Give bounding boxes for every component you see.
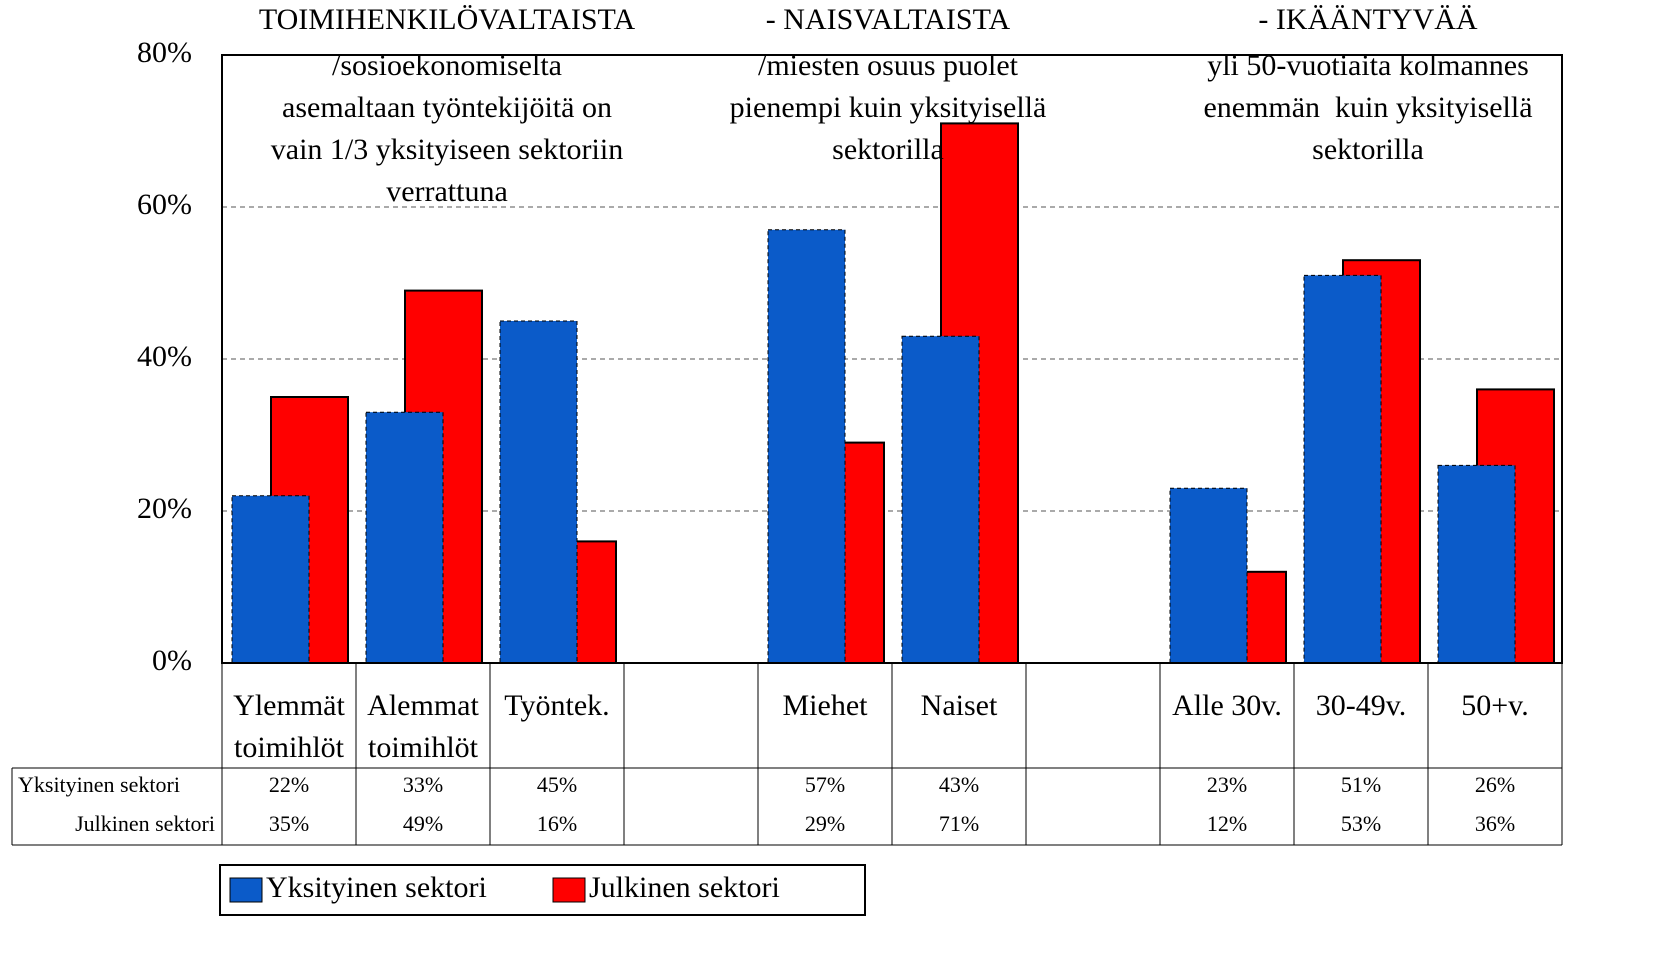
value-label: 12% <box>1207 811 1247 836</box>
bar <box>231 495 310 664</box>
x-tick-label: Työntek. <box>504 689 610 722</box>
bar <box>1437 464 1516 664</box>
annotation: yli 50-vuotiaita kolmannes <box>1207 49 1529 82</box>
annotation: sektorilla <box>832 133 944 166</box>
annotation: enemmän kuin yksityisellä <box>1203 91 1532 124</box>
value-label: 57% <box>805 772 845 797</box>
value-label: 49% <box>403 811 443 836</box>
bar <box>901 335 980 664</box>
value-label: 22% <box>269 772 309 797</box>
bar <box>1169 487 1248 664</box>
annotation: vain 1/3 yksityiseen sektoriin <box>271 133 623 166</box>
x-tick-label: Ylemmät toimihlöt <box>233 689 345 764</box>
value-label: 71% <box>939 811 979 836</box>
x-tick-label: 50+v. <box>1461 689 1529 722</box>
value-label: 26% <box>1475 772 1515 797</box>
y-tick-label: 60% <box>137 188 192 221</box>
bar <box>767 229 846 664</box>
x-tick-label: Alemmat toimihlöt <box>367 689 479 764</box>
annotation: TOIMIHENKILÖVALTAISTA <box>259 3 636 36</box>
bar <box>365 411 444 664</box>
x-tick-label: 30-49v. <box>1315 689 1407 722</box>
value-label: 43% <box>939 772 979 797</box>
value-label: 35% <box>269 811 309 836</box>
annotation: - IKÄÄNTYVÄÄ <box>1258 3 1477 36</box>
annotation: /sosioekonomiselta <box>332 49 562 82</box>
annotation: pienempi kuin yksityisellä <box>730 91 1047 124</box>
value-label: 45% <box>537 772 577 797</box>
x-tick-label: Naiset <box>920 689 998 722</box>
y-tick-label: 40% <box>137 340 192 373</box>
value-label: 53% <box>1341 811 1381 836</box>
legend-swatch <box>229 877 263 903</box>
value-label: 16% <box>537 811 577 836</box>
value-label: 51% <box>1341 772 1381 797</box>
annotation: /miesten osuus puolet <box>758 49 1019 82</box>
legend-label: Yksityinen sektori <box>266 871 487 904</box>
y-tick-label: 0% <box>152 644 192 677</box>
row-label: Julkinen sektori <box>75 811 215 836</box>
annotation: sektorilla <box>1312 133 1424 166</box>
value-label: 23% <box>1207 772 1247 797</box>
annotation: - NAISVALTAISTA <box>766 3 1011 36</box>
value-label: 29% <box>805 811 845 836</box>
row-label: Yksityinen sektori <box>18 772 180 797</box>
bar <box>1303 274 1382 664</box>
legend-label: Julkinen sektori <box>589 871 780 904</box>
value-label: 33% <box>403 772 443 797</box>
annotation: asemaltaan työntekijöitä on <box>282 91 612 124</box>
annotation: verrattuna <box>386 175 508 208</box>
value-label: 36% <box>1475 811 1515 836</box>
y-tick-label: 80% <box>137 36 192 69</box>
legend-swatch <box>552 877 586 903</box>
legend-box <box>219 864 866 916</box>
x-tick-label: Alle 30v. <box>1172 689 1282 722</box>
y-tick-label: 20% <box>137 492 192 525</box>
bar <box>499 320 578 664</box>
x-tick-label: Miehet <box>782 689 868 722</box>
